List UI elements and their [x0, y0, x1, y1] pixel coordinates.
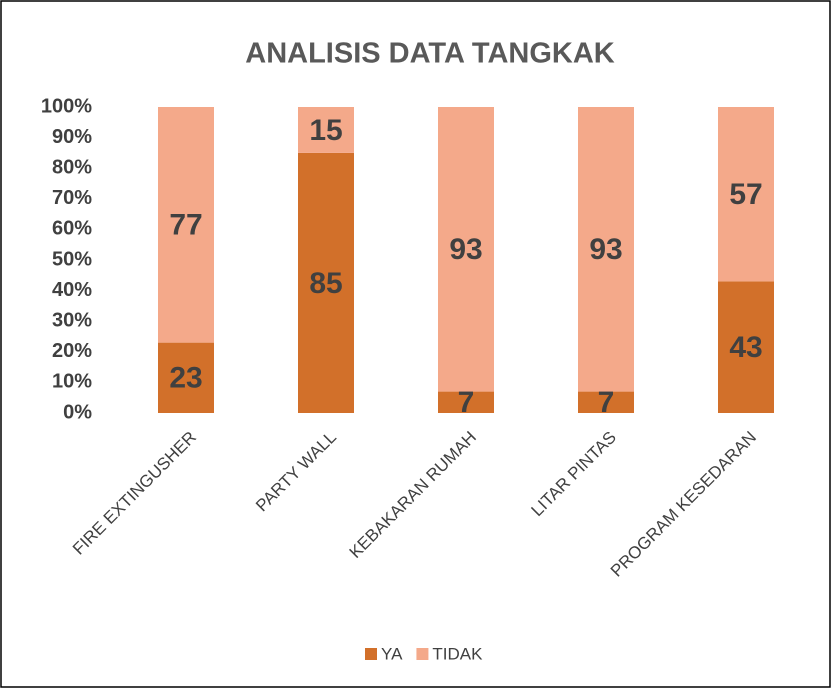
y-tick-label: 100% [41, 95, 92, 117]
data-label: 85 [309, 267, 342, 300]
bar-segment [158, 342, 214, 413]
legend-label: TIDAK [432, 644, 483, 663]
data-label: 93 [589, 233, 622, 266]
legend-swatch [416, 648, 429, 660]
data-label: 77 [169, 209, 202, 242]
legend-label: YA [381, 644, 403, 663]
bar-segment [298, 152, 354, 413]
y-tick-label: 10% [52, 371, 92, 393]
bar-segment [718, 107, 774, 282]
y-tick-label: 80% [52, 156, 92, 178]
bar-segment [578, 107, 634, 392]
bar-segment [298, 107, 354, 153]
y-tick-label: 40% [52, 279, 92, 301]
legend-swatch [365, 648, 377, 660]
y-tick-label: 70% [52, 187, 92, 209]
bar-segment [438, 391, 494, 413]
chart-title: ANALISIS DATA TANGKAK [245, 38, 615, 70]
bar-segment [578, 391, 634, 413]
y-tick-label: 0% [63, 401, 92, 423]
y-tick-label: 50% [52, 248, 92, 270]
bar-segment [158, 107, 214, 343]
bar-segment [718, 281, 774, 413]
data-label: 15 [309, 114, 342, 147]
y-tick-label: 90% [52, 126, 92, 148]
y-tick-label: 20% [52, 340, 92, 362]
y-tick-label: 60% [52, 218, 92, 240]
data-label: 93 [449, 233, 482, 266]
data-label: 7 [598, 386, 615, 419]
y-tick-label: 30% [52, 309, 92, 331]
data-label: 43 [729, 331, 762, 364]
data-label: 57 [729, 178, 762, 211]
data-label: 7 [458, 386, 475, 419]
bar-segment [438, 107, 494, 392]
data-label: 23 [169, 362, 202, 395]
